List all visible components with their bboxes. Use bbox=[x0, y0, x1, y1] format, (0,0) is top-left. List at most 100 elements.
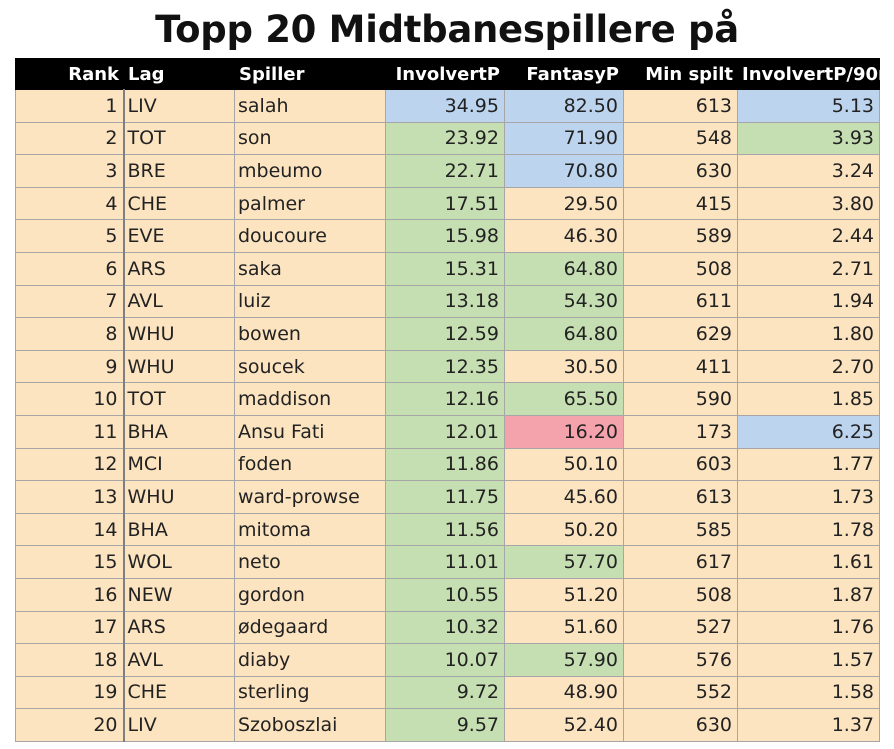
cell-rank: 9 bbox=[15, 349, 125, 384]
cell-min-spilt: 585 bbox=[623, 512, 738, 547]
cell-involvertp: 9.57 bbox=[385, 708, 505, 742]
cell-rank: 19 bbox=[15, 675, 125, 710]
column-header-lag: Lag bbox=[123, 58, 235, 90]
cell-min-spilt: 590 bbox=[623, 382, 738, 416]
cell-involvertp: 10.55 bbox=[385, 577, 505, 612]
cell-rank: 15 bbox=[15, 545, 125, 579]
cell-min-spilt: 415 bbox=[623, 186, 738, 221]
table-row: 15 WOL neto 11.01 57.70 617 1.61 bbox=[15, 545, 880, 579]
cell-involvertp-90m: 6.25 bbox=[737, 414, 880, 449]
cell-involvertp-90m: 1.57 bbox=[737, 643, 880, 677]
cell-involvertp: 15.98 bbox=[385, 219, 505, 253]
cell-involvertp-90m: 3.24 bbox=[737, 154, 880, 188]
cell-involvertp-90m: 1.85 bbox=[737, 382, 880, 416]
cell-min-spilt: 548 bbox=[623, 121, 738, 156]
cell-rank: 10 bbox=[15, 382, 125, 416]
cell-min-spilt: 613 bbox=[623, 89, 738, 123]
cell-lag: LIV bbox=[123, 708, 235, 742]
table-row: 14 BHA mitoma 11.56 50.20 585 1.78 bbox=[15, 512, 880, 547]
cell-spiller: Ansu Fati bbox=[234, 414, 386, 449]
cell-rank: 7 bbox=[15, 284, 125, 319]
cell-involvertp-90m: 2.71 bbox=[737, 251, 880, 286]
column-header-involvertp-90m: InvolvertP/90m bbox=[737, 58, 894, 90]
cell-lag: CHE bbox=[123, 675, 235, 710]
cell-involvertp: 17.51 bbox=[385, 186, 505, 221]
table-row: 5 EVE doucoure 15.98 46.30 589 2.44 bbox=[15, 219, 880, 253]
cell-rank: 11 bbox=[15, 414, 125, 449]
cell-lag: WOL bbox=[123, 545, 235, 579]
cell-fantasyp: 70.80 bbox=[504, 154, 624, 188]
cell-spiller: ødegaard bbox=[234, 610, 386, 645]
cell-involvertp: 10.07 bbox=[385, 643, 505, 677]
cell-involvertp: 9.72 bbox=[385, 675, 505, 710]
cell-min-spilt: 552 bbox=[623, 675, 738, 710]
cell-rank: 5 bbox=[15, 219, 125, 253]
cell-spiller: Szoboszlai bbox=[234, 708, 386, 742]
cell-rank: 6 bbox=[15, 251, 125, 286]
header-row: Rank Lag Spiller InvolvertP FantasyP Min… bbox=[15, 58, 894, 90]
table-row: 4 CHE palmer 17.51 29.50 415 3.80 bbox=[15, 186, 880, 221]
cell-rank: 14 bbox=[15, 512, 125, 547]
cell-rank: 8 bbox=[15, 317, 125, 351]
table-row: 2 TOT son 23.92 71.90 548 3.93 bbox=[15, 121, 880, 156]
cell-min-spilt: 589 bbox=[623, 219, 738, 253]
cell-rank: 20 bbox=[15, 708, 125, 742]
cell-lag: BHA bbox=[123, 414, 235, 449]
cell-spiller: sterling bbox=[234, 675, 386, 710]
cell-involvertp-90m: 1.58 bbox=[737, 675, 880, 710]
cell-spiller: soucek bbox=[234, 349, 386, 384]
table-row: 3 BRE mbeumo 22.71 70.80 630 3.24 bbox=[15, 154, 880, 188]
cell-fantasyp: 48.90 bbox=[504, 675, 624, 710]
cell-involvertp: 34.95 bbox=[385, 89, 505, 123]
cell-spiller: son bbox=[234, 121, 386, 156]
cell-involvertp-90m: 5.13 bbox=[737, 89, 880, 123]
cell-fantasyp: 45.60 bbox=[504, 480, 624, 514]
cell-fantasyp: 52.40 bbox=[504, 708, 624, 742]
cell-min-spilt: 508 bbox=[623, 577, 738, 612]
cell-involvertp: 12.16 bbox=[385, 382, 505, 416]
cell-involvertp: 12.35 bbox=[385, 349, 505, 384]
cell-involvertp-90m: 2.44 bbox=[737, 219, 880, 253]
cell-fantasyp: 51.60 bbox=[504, 610, 624, 645]
cell-min-spilt: 630 bbox=[623, 708, 738, 742]
cell-spiller: saka bbox=[234, 251, 386, 286]
cell-rank: 17 bbox=[15, 610, 125, 645]
cell-involvertp: 15.31 bbox=[385, 251, 505, 286]
cell-lag: CHE bbox=[123, 186, 235, 221]
cell-involvertp-90m: 1.94 bbox=[737, 284, 880, 319]
cell-min-spilt: 173 bbox=[623, 414, 738, 449]
cell-involvertp-90m: 3.93 bbox=[737, 121, 880, 156]
cell-rank: 18 bbox=[15, 643, 125, 677]
cell-involvertp-90m: 1.78 bbox=[737, 512, 880, 547]
cell-fantasyp: 51.20 bbox=[504, 577, 624, 612]
cell-min-spilt: 617 bbox=[623, 545, 738, 579]
player-table: Rank Lag Spiller InvolvertP FantasyP Min… bbox=[15, 58, 894, 742]
cell-min-spilt: 576 bbox=[623, 643, 738, 677]
cell-spiller: mitoma bbox=[234, 512, 386, 547]
cell-spiller: luiz bbox=[234, 284, 386, 319]
cell-rank: 13 bbox=[15, 480, 125, 514]
cell-rank: 3 bbox=[15, 154, 125, 188]
cell-rank: 2 bbox=[15, 121, 125, 156]
table-row: 16 NEW gordon 10.55 51.20 508 1.87 bbox=[15, 577, 880, 612]
cell-involvertp: 11.86 bbox=[385, 447, 505, 482]
cell-spiller: maddison bbox=[234, 382, 386, 416]
table-row: 13 WHU ward-prowse 11.75 45.60 613 1.73 bbox=[15, 480, 880, 514]
cell-spiller: gordon bbox=[234, 577, 386, 612]
cell-involvertp-90m: 1.61 bbox=[737, 545, 880, 579]
cell-spiller: palmer bbox=[234, 186, 386, 221]
cell-involvertp-90m: 1.80 bbox=[737, 317, 880, 351]
cell-fantasyp: 50.10 bbox=[504, 447, 624, 482]
column-header-fantasyp: FantasyP bbox=[504, 58, 624, 90]
cell-fantasyp: 50.20 bbox=[504, 512, 624, 547]
cell-involvertp: 13.18 bbox=[385, 284, 505, 319]
table-body: 1 LIV salah 34.95 82.50 613 5.13 2 TOT son 23.92 71… bbox=[15, 89, 880, 742]
cell-fantasyp: 71.90 bbox=[504, 121, 624, 156]
cell-fantasyp: 64.80 bbox=[504, 317, 624, 351]
cell-spiller: ward-prowse bbox=[234, 480, 386, 514]
cell-lag: WHU bbox=[123, 349, 235, 384]
cell-min-spilt: 611 bbox=[623, 284, 738, 319]
cell-min-spilt: 527 bbox=[623, 610, 738, 645]
cell-involvertp: 22.71 bbox=[385, 154, 505, 188]
table-row: 1 LIV salah 34.95 82.50 613 5.13 bbox=[15, 89, 880, 123]
